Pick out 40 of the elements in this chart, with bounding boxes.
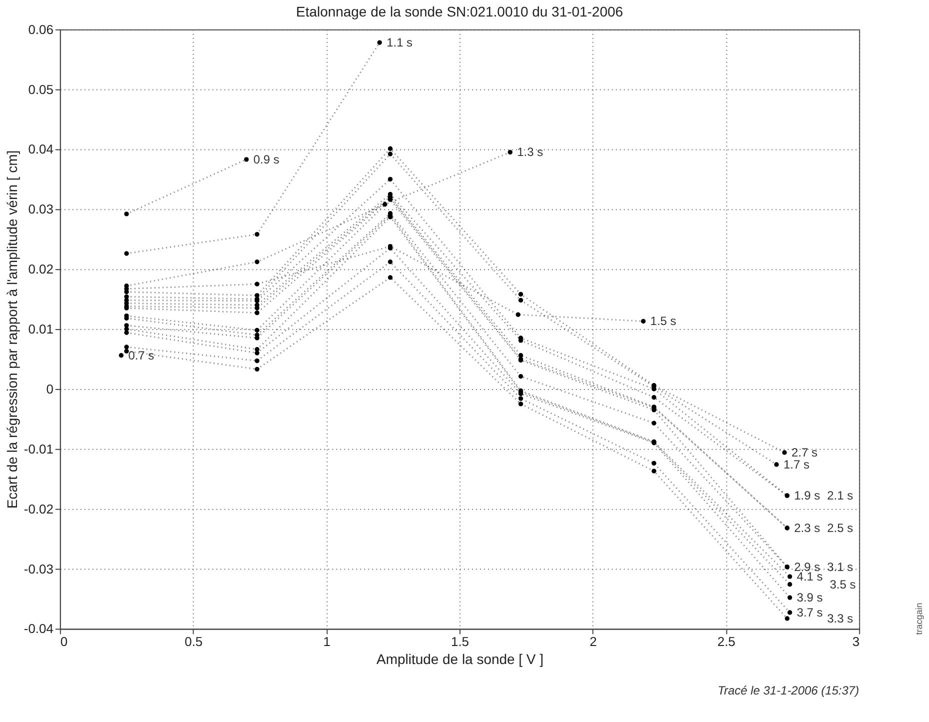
y-tick-label: 0 <box>46 381 54 396</box>
y-tick-label: 0.01 <box>28 322 54 337</box>
y-tick-label: -0.02 <box>24 501 54 516</box>
y-tick-label: 0.04 <box>28 142 54 157</box>
y-tick-label: 0.03 <box>28 202 54 217</box>
series-label: 4.1 s <box>796 570 823 584</box>
y-tick-label: 0.05 <box>28 82 54 97</box>
y-axis-title: Ecart de la régression par rapport à l'amplitude vérin [ cm] <box>4 150 20 509</box>
text: 3.1 s <box>827 560 854 574</box>
y-tick-label: 0.06 <box>28 22 54 37</box>
x-axis-title: Amplitude de la sonde [ V ] <box>376 651 544 668</box>
series-label: 1.3 s <box>517 145 544 160</box>
series-label: 0.9 s <box>253 152 280 166</box>
x-tick-label: 0 <box>60 634 68 650</box>
series-label: 1.9 s <box>794 488 820 503</box>
chart-title: Etalonnage de la sonde SN:021.0010 du 31-01-2006 <box>296 3 624 20</box>
series-label: 2.7 s <box>791 445 818 460</box>
series-label: 3.7 s <box>796 606 823 620</box>
text: tracgain <box>914 602 924 635</box>
text: Tracé le 31-1-2006 (15:37) <box>718 684 860 698</box>
y-tick-label: -0.04 <box>24 621 54 636</box>
x-tick-label: 2 <box>590 634 597 650</box>
y-tick-label: 0.02 <box>28 262 54 277</box>
series-label: 1.7 s <box>783 457 810 472</box>
series-label: 3.9 s <box>796 590 823 605</box>
text: 3.3 s <box>827 612 854 626</box>
x-tick-label: 3 <box>852 634 860 650</box>
series-label: 0.7 s <box>128 348 154 362</box>
text: 2.1 s <box>827 488 854 503</box>
x-tick-label: 1.5 <box>450 634 470 650</box>
text: 2.5 s <box>827 521 854 536</box>
series-label: 1.1 s <box>386 36 413 50</box>
x-tick-label: 0.5 <box>184 634 203 650</box>
series-label: 1.5 s <box>650 314 676 328</box>
series-label: 2.3 s <box>794 521 820 536</box>
x-tick-label: 1 <box>323 634 330 650</box>
text: 3.5 s <box>830 577 856 592</box>
x-tick-label: 2.5 <box>717 634 736 650</box>
y-tick-label: -0.01 <box>24 441 54 456</box>
y-tick-label: -0.03 <box>24 561 54 576</box>
